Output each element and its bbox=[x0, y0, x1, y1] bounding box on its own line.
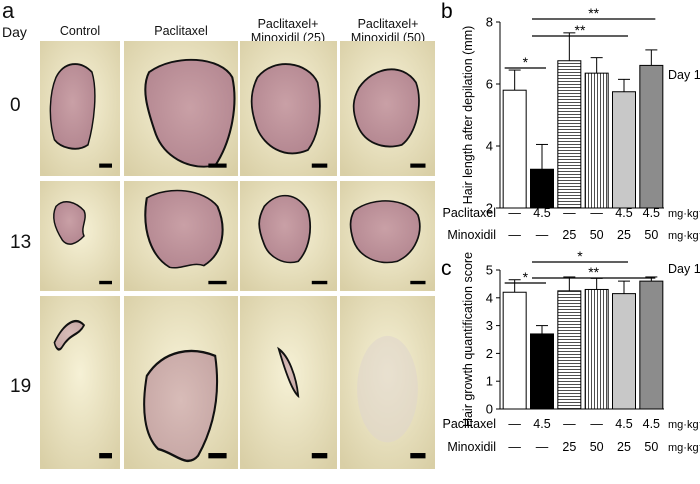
significance-label-1: * bbox=[523, 54, 529, 70]
treatment-cell: 4.5 bbox=[643, 417, 660, 431]
day-header: Day bbox=[2, 24, 27, 40]
bar-3 bbox=[557, 290, 582, 410]
treatment-cell: — bbox=[508, 228, 521, 242]
treatment-unit-1: mg·kg⁻¹ bbox=[668, 419, 700, 431]
treatment-cell: 25 bbox=[562, 440, 576, 454]
treatment-cell: — bbox=[508, 440, 521, 454]
significance-label-3: ** bbox=[575, 22, 586, 38]
treatment-cell: 4.5 bbox=[615, 417, 632, 431]
treatment-cell: 4.5 bbox=[615, 206, 632, 220]
treatment-cell: — bbox=[590, 206, 603, 220]
mouse-photo-day0-col3 bbox=[240, 41, 337, 176]
significance-label-2: * bbox=[577, 248, 583, 264]
significance-label-3: ** bbox=[588, 264, 599, 280]
treatment-cell: 50 bbox=[644, 228, 658, 242]
treatment-cell: — bbox=[536, 440, 549, 454]
treatment-cell: 4.5 bbox=[533, 206, 550, 220]
y-tick-label: 2 bbox=[486, 346, 493, 361]
treatment-cell: — bbox=[508, 417, 521, 431]
treatment-cell: — bbox=[590, 417, 603, 431]
treatment-cell: — bbox=[508, 206, 521, 220]
mouse-photo-day19-col2 bbox=[124, 296, 238, 469]
treatment-cell: 25 bbox=[617, 440, 631, 454]
y-tick-label: 0 bbox=[486, 402, 493, 417]
mouse-photo-day13-col1 bbox=[40, 181, 120, 291]
y-tick-label: 3 bbox=[486, 318, 493, 333]
column-header-paclitaxel: Paclitaxel bbox=[154, 24, 208, 38]
column-header-control: Control bbox=[59, 24, 101, 38]
treatment-cell: 25 bbox=[617, 228, 631, 242]
panel-c-label: c bbox=[441, 257, 452, 280]
mouse-photo-day0-col2 bbox=[124, 41, 238, 176]
chart-panel-b: b 2 4 6 8 Hair length after depilation (mm) Da… bbox=[441, 0, 700, 242]
bar-1 bbox=[502, 291, 527, 410]
y-tick-label: 6 bbox=[486, 77, 493, 92]
mouse-photo-day13-col3 bbox=[240, 181, 337, 291]
y-axis-label: Hair length after depilation (mm) bbox=[461, 26, 475, 205]
bar-5 bbox=[612, 293, 636, 410]
bar-6 bbox=[639, 280, 664, 410]
bar-2 bbox=[530, 168, 554, 209]
y-tick-label: 8 bbox=[486, 15, 493, 30]
treatment-cell: 4.5 bbox=[533, 417, 550, 431]
treatment-cell: 50 bbox=[644, 440, 658, 454]
treatment-cell: — bbox=[536, 228, 549, 242]
mouse-photo-day13-col4 bbox=[340, 181, 435, 291]
bar-6 bbox=[639, 64, 664, 209]
treatment-label-1: Paclitaxel bbox=[443, 417, 497, 431]
mouse-photo-day19-col3 bbox=[240, 296, 337, 469]
mouse-photo-day19-col1 bbox=[40, 296, 120, 469]
bar-4 bbox=[584, 72, 609, 209]
day-annotation: Day 19 bbox=[668, 68, 700, 82]
mouse-photo-day19-col4 bbox=[340, 296, 435, 469]
day-label-13: 13 bbox=[10, 232, 32, 253]
y-tick-label: 5 bbox=[486, 263, 493, 278]
bar-5 bbox=[612, 91, 636, 209]
bar-2 bbox=[530, 333, 554, 410]
bar-4 bbox=[584, 288, 609, 410]
day-label-19: 19 bbox=[10, 376, 32, 397]
mouse-photo-day0-col4 bbox=[340, 41, 435, 176]
panel-b-label: b bbox=[441, 0, 453, 23]
y-tick-label: 4 bbox=[486, 290, 493, 305]
bar-1 bbox=[502, 89, 527, 209]
treatment-cell: 4.5 bbox=[643, 206, 660, 220]
y-tick-label: 2 bbox=[486, 201, 493, 216]
significance-label-1: * bbox=[523, 269, 529, 285]
treatment-label-1: Paclitaxel bbox=[443, 206, 497, 220]
y-tick-label: 4 bbox=[486, 139, 493, 154]
mouse-photo-day0-col1 bbox=[40, 41, 120, 176]
treatment-label-2: Minoxidil bbox=[447, 440, 496, 454]
treatment-label-2: Minoxidil bbox=[447, 228, 496, 242]
treatment-cell: — bbox=[563, 417, 576, 431]
panel-a-label: a bbox=[2, 0, 15, 23]
treatment-unit-2: mg·kg⁻¹ bbox=[668, 230, 700, 242]
mouse-photo-day13-col2 bbox=[124, 181, 238, 291]
day-annotation: Day 19 bbox=[668, 262, 700, 276]
treatment-cell: — bbox=[563, 206, 576, 220]
treatment-cell: 25 bbox=[562, 228, 576, 242]
bar-3 bbox=[557, 60, 582, 209]
treatment-cell: 50 bbox=[590, 228, 604, 242]
treatment-unit-1: mg·kg⁻¹ bbox=[668, 208, 700, 220]
y-tick-label: 1 bbox=[486, 374, 493, 389]
y-axis-label: Hair growth quantification score bbox=[461, 252, 475, 427]
treatment-unit-2: mg·kg⁻¹ bbox=[668, 442, 700, 454]
significance-label-2: ** bbox=[588, 5, 599, 21]
chart-panel-c: c 0 1 2 3 4 5 Hair growth quantification score D… bbox=[441, 248, 700, 454]
treatment-cell: 50 bbox=[590, 440, 604, 454]
day-label-0: 0 bbox=[10, 95, 21, 116]
